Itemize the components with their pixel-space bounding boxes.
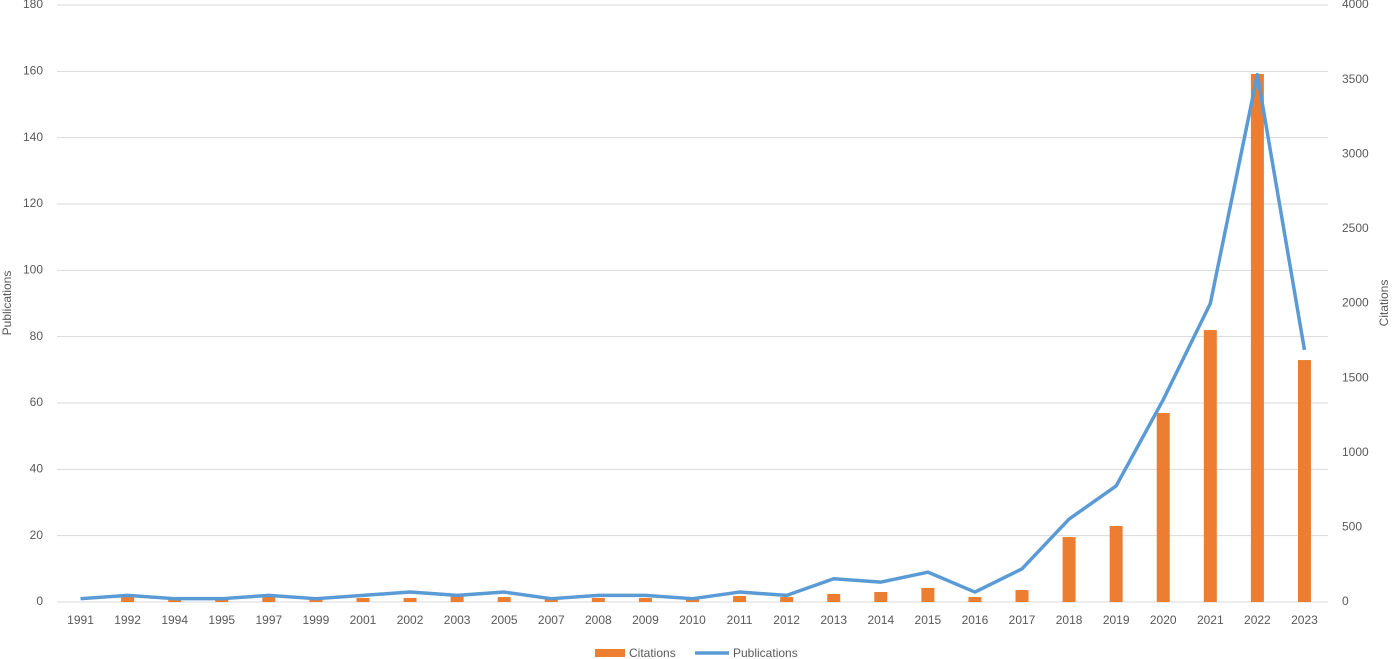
x-tick-label: 2017 [1009,613,1036,627]
bar [356,597,370,602]
y2-tick-label: 2500 [1342,221,1369,235]
x-tick-label: 1992 [114,613,141,627]
y-tick-label: 40 [30,462,44,476]
y2-tick-label: 1000 [1342,445,1369,459]
x-tick-label: 2018 [1056,613,1083,627]
bar [497,597,511,602]
x-tick-label: 1994 [161,613,188,627]
x-tick-label: 1991 [67,613,94,627]
x-tick-label: 2010 [679,613,706,627]
y-tick-label: 0 [36,594,43,608]
bar [1203,330,1217,602]
bar [827,593,841,602]
bar [309,599,323,602]
y-tick-label: 100 [23,263,43,277]
bar [168,599,182,602]
bar [780,597,794,602]
x-tick-label: 1995 [208,613,235,627]
x-tick-label: 2015 [915,613,942,627]
x-tick-label: 2014 [867,613,894,627]
bar [1015,590,1029,602]
line [80,72,1307,601]
x-tick-label: 2001 [350,613,377,627]
x-tick-label: 2023 [1291,613,1318,627]
x-tick-label: 2011 [727,613,753,627]
y-tick-label: 140 [23,130,43,144]
x-tick-label: 2022 [1244,613,1271,627]
y2-tick-label: 0 [1342,594,1349,608]
y2-axis-title: Citations [1377,280,1391,327]
bar [450,596,464,602]
bar [1297,360,1311,602]
x-tick-label: 2003 [444,613,471,627]
bar [874,592,888,602]
x-tick-label: 2009 [632,613,659,627]
bar [591,597,605,602]
legend-label: Citations [629,646,676,659]
y-tick-label: 60 [30,395,44,409]
x-tick-label: 2012 [773,613,800,627]
y2-tick-label: 2000 [1342,296,1369,310]
x-tick-label: 1997 [255,613,282,627]
x-tick-label: 2005 [491,613,518,627]
bar [403,597,417,602]
x-tick-label: 2013 [820,613,847,627]
bar [1062,537,1076,602]
y-tick-label: 180 [23,0,43,11]
bar [638,597,652,602]
bar [968,597,982,602]
bar [215,599,229,602]
y-tick-label: 20 [30,528,44,542]
bar [121,594,135,602]
y-axis-title: Publications [0,271,14,336]
bar [686,599,699,602]
bar [921,587,935,602]
x-tick-label: 2007 [538,613,565,627]
y2-tick-label: 1500 [1342,370,1369,384]
x-tick-label: 2016 [962,613,989,627]
bar [262,594,276,602]
legend-swatch [595,649,625,657]
x-tick-label: 2019 [1103,613,1130,627]
y-tick-label: 160 [23,64,43,78]
bar [1156,413,1170,602]
y2-tick-label: 500 [1342,520,1362,534]
y2-tick-label: 4000 [1342,0,1369,11]
y2-tick-label: 3500 [1342,72,1369,86]
x-tick-label: 2021 [1197,613,1224,627]
y-tick-label: 80 [30,329,44,343]
bar [1250,73,1264,603]
legend-label: Publications [733,646,798,659]
y2-tick-label: 3000 [1342,146,1369,160]
bar [1109,526,1123,602]
x-tick-label: 2008 [585,613,612,627]
x-tick-label: 2020 [1150,613,1177,627]
x-tick-label: 2002 [397,613,424,627]
y-tick-label: 120 [23,196,43,210]
x-tick-label: 1999 [303,613,330,627]
bar [733,596,747,602]
